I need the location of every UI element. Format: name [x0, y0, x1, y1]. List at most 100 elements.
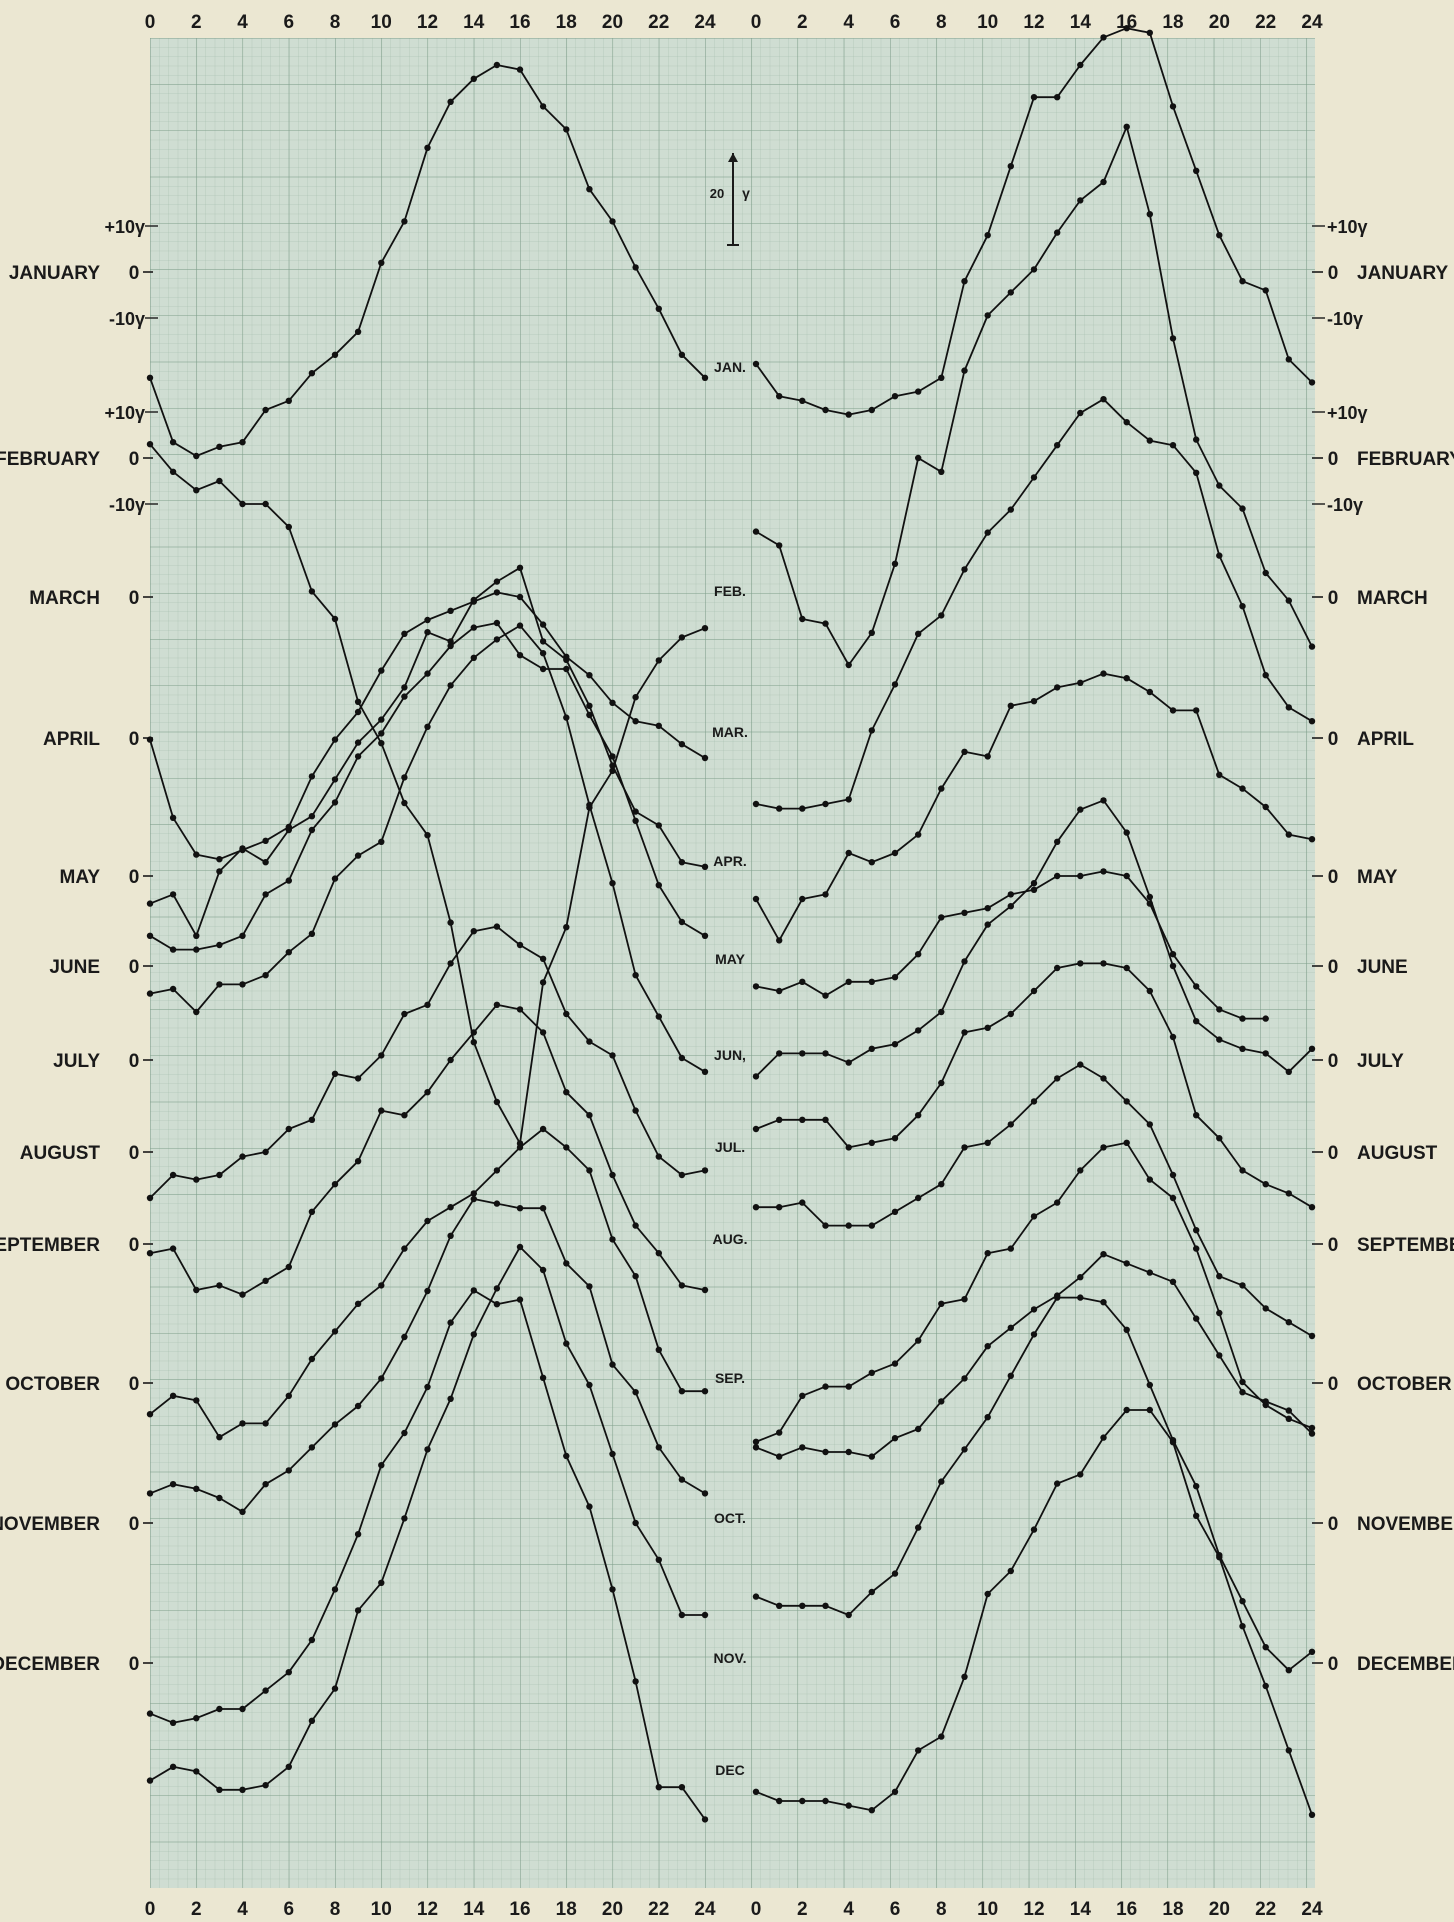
- data-point: [655, 1250, 662, 1257]
- data-point: [984, 312, 991, 319]
- data-point: [845, 796, 852, 803]
- data-point: [1193, 436, 1200, 443]
- x-tick-label-bottom: 20: [1209, 1899, 1230, 1920]
- month-label-left: NOVEMBER: [0, 1514, 100, 1535]
- data-point: [539, 1029, 547, 1036]
- data-point: [539, 638, 547, 645]
- data-point: [146, 1777, 154, 1784]
- data-point: [1193, 983, 1200, 990]
- data-point: [1077, 197, 1084, 204]
- data-point: [799, 1444, 806, 1451]
- data-point: [891, 560, 899, 567]
- data-point: [1262, 1644, 1269, 1651]
- data-point: [752, 1204, 760, 1211]
- data-point: [470, 1195, 477, 1203]
- data-point: [609, 762, 616, 769]
- data-point: [701, 1388, 709, 1395]
- data-point: [1216, 1135, 1223, 1142]
- zero-label-right: 0: [1328, 1374, 1339, 1395]
- data-point: [868, 727, 875, 734]
- data-point: [146, 1194, 154, 1202]
- data-point: [424, 1287, 431, 1295]
- data-point: [938, 1008, 945, 1016]
- data-point: [354, 328, 362, 335]
- data-point: [239, 845, 246, 852]
- x-tick-label-bottom: 18: [556, 1899, 577, 1920]
- data-point: [822, 1050, 829, 1057]
- data-point: [424, 144, 431, 151]
- data-point: [752, 1073, 760, 1080]
- data-point: [424, 723, 431, 730]
- data-point: [1308, 1424, 1316, 1432]
- data-point: [915, 831, 922, 838]
- scale-tick-label-right: +10γ: [1327, 403, 1368, 423]
- data-point: [424, 1089, 431, 1096]
- data-point: [239, 1508, 246, 1516]
- data-point: [1193, 167, 1200, 174]
- right-panel-series: [752, 25, 1316, 1819]
- data-point: [262, 1420, 269, 1427]
- data-point: [1308, 1045, 1316, 1053]
- x-tick-label-top: 8: [330, 12, 341, 33]
- data-point: [776, 1116, 783, 1124]
- x-tick-label-bottom: 0: [145, 1899, 156, 1920]
- data-point: [1123, 25, 1130, 32]
- data-point: [701, 1286, 709, 1294]
- data-point: [1239, 603, 1246, 610]
- zero-label-left: 0: [129, 588, 140, 609]
- data-point: [401, 799, 408, 807]
- data-point: [915, 630, 922, 637]
- data-point: [1123, 829, 1130, 836]
- data-point: [891, 1041, 899, 1048]
- zero-label-left: 0: [129, 1235, 140, 1256]
- data-point: [776, 1602, 783, 1610]
- data-point: [632, 1519, 639, 1527]
- data-point: [146, 990, 154, 997]
- x-tick-label-bottom: 20: [602, 1899, 623, 1920]
- data-point: [1262, 672, 1269, 679]
- data-point: [655, 1784, 662, 1791]
- data-point: [216, 868, 223, 875]
- data-point: [331, 736, 339, 743]
- zero-label-right: 0: [1328, 867, 1339, 888]
- data-point: [915, 1337, 922, 1344]
- data-point: [938, 468, 945, 475]
- data-point: [678, 1388, 686, 1395]
- data-point: [701, 1611, 709, 1619]
- data-point: [447, 682, 454, 689]
- data-point: [1216, 482, 1223, 489]
- data-point: [822, 1797, 829, 1805]
- data-point: [799, 1602, 806, 1610]
- data-point: [401, 1429, 408, 1437]
- zero-label-left: 0: [129, 1514, 140, 1535]
- data-point: [915, 454, 922, 462]
- data-point: [1030, 698, 1038, 705]
- data-point: [891, 1208, 899, 1216]
- zero-label-right: 0: [1328, 449, 1339, 470]
- data-point: [262, 1687, 269, 1694]
- data-point: [1030, 987, 1038, 995]
- data-point: [1077, 61, 1084, 69]
- data-point: [891, 1788, 899, 1796]
- data-point: [655, 657, 662, 664]
- x-tick-label-top: 20: [1209, 12, 1230, 33]
- data-point: [308, 930, 316, 937]
- data-point: [1308, 1204, 1316, 1211]
- month-label-left: JANUARY: [9, 263, 100, 284]
- data-point: [563, 126, 570, 133]
- data-point: [1193, 469, 1200, 476]
- data-point: [701, 1490, 709, 1497]
- data-point: [609, 218, 616, 225]
- data-point: [868, 859, 875, 866]
- data-point: [845, 849, 852, 857]
- data-point: [470, 654, 477, 661]
- x-tick-label-bottom: 16: [509, 1899, 530, 1920]
- zero-label-left: 0: [129, 1051, 140, 1072]
- data-point: [378, 838, 385, 845]
- data-point: [1030, 1526, 1038, 1533]
- data-point: [984, 1250, 991, 1257]
- data-point: [984, 905, 991, 912]
- data-point: [169, 1392, 177, 1400]
- data-point: [470, 1287, 477, 1294]
- data-point: [308, 1444, 316, 1451]
